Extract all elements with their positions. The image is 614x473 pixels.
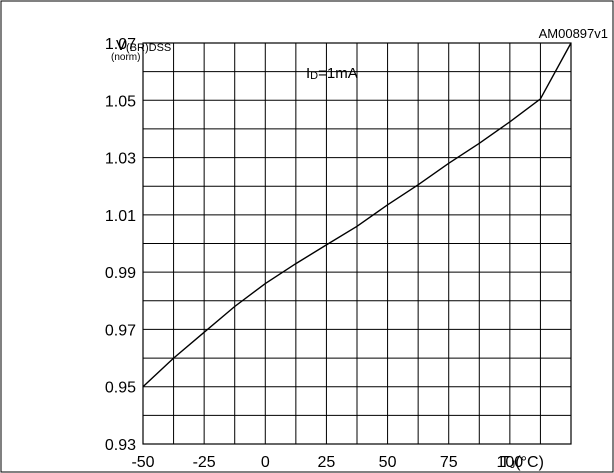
condition-annotation: ID=1mA	[306, 65, 358, 82]
y-tick-label: 0.95	[105, 380, 136, 397]
y-tick-label: 1.07	[105, 36, 136, 53]
y-tick-label: 1.05	[105, 93, 136, 110]
x-axis-label: TJ(°C)	[500, 454, 544, 471]
y-tick-label: 0.97	[105, 322, 136, 339]
x-tick-label: -50	[131, 454, 154, 471]
series-line	[142, 42, 572, 388]
x-axis-label-sub: J	[510, 459, 516, 471]
y-tick-label: 1.03	[105, 151, 136, 168]
y-tick-label: 0.99	[105, 265, 136, 282]
x-tick-label: -25	[193, 454, 216, 471]
x-tick-label: 25	[318, 454, 336, 471]
annotation-rest: =1mA	[318, 65, 358, 82]
horizontal-gridlines	[143, 71, 571, 416]
x-tick-labels: -50 -25 0 25 50 75 100	[131, 454, 523, 471]
x-tick-label: 0	[261, 454, 270, 471]
x-tick-label: 75	[440, 454, 458, 471]
y-tick-label: 0.93	[105, 437, 136, 454]
annotation-main: I	[306, 65, 310, 82]
y-axis-label-sub: (BR)DSS	[126, 42, 171, 54]
y-tick-label: 1.01	[105, 208, 136, 225]
x-tick-label: 100	[497, 454, 524, 471]
figure-id: AM00897v1	[539, 26, 608, 41]
plot-area-border	[142, 42, 572, 445]
y-axis-label-main: V	[116, 37, 126, 54]
y-axis-label: V(BR)DSS	[116, 37, 171, 54]
x-axis-label-main: T	[500, 454, 510, 471]
x-axis-label-unit: (°C)	[515, 454, 544, 471]
y-axis-label-norm: (norm)	[111, 52, 140, 63]
x-tick-label: 50	[379, 454, 397, 471]
y-tick-labels: 0.93 0.95 0.97 0.99 1.01 1.03 1.05 1.07	[105, 36, 136, 454]
annotation-sub: D	[310, 70, 318, 82]
